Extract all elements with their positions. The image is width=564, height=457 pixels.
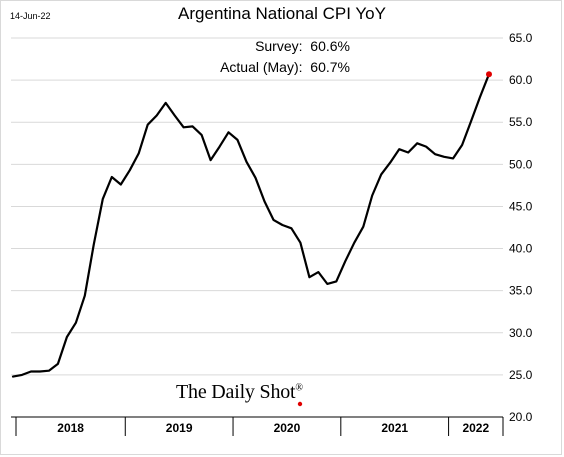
watermark-registered-mark: ® [295,382,303,394]
x-tick-label-year: 2020 [274,421,301,435]
y-tick-label: 55.0 [509,115,533,129]
x-tick-label-year: 2019 [166,421,193,435]
y-tick-label: 30.0 [509,326,533,340]
y-tick-label: 25.0 [509,368,533,382]
survey-annotation: Survey: 60.6% [255,38,350,54]
actual-annotation: Actual (May): 60.7% [220,59,350,75]
y-tick-label: 50.0 [509,157,533,171]
x-tick-label-year: 2021 [381,421,408,435]
y-tick-label: 60.0 [509,73,533,87]
x-tick-label-year: 2018 [57,421,84,435]
watermark-text: The Daily Shot [176,381,296,403]
y-tick-label: 20.0 [509,410,533,424]
y-tick-label: 40.0 [509,242,533,256]
y-tick-label: 45.0 [509,199,533,213]
x-tick-label-year: 2022 [462,421,489,435]
y-tick-label: 35.0 [509,284,533,298]
latest-point-marker [486,71,492,78]
cpi-series-line [11,73,491,378]
date-stamp: 14-Jun-22 [10,11,51,21]
watermark-dot [297,401,303,407]
watermark-logo: The Daily Shot® [176,381,303,404]
chart-title: Argentina National CPI YoY [178,4,386,23]
y-tick-label: 65.0 [509,31,533,45]
